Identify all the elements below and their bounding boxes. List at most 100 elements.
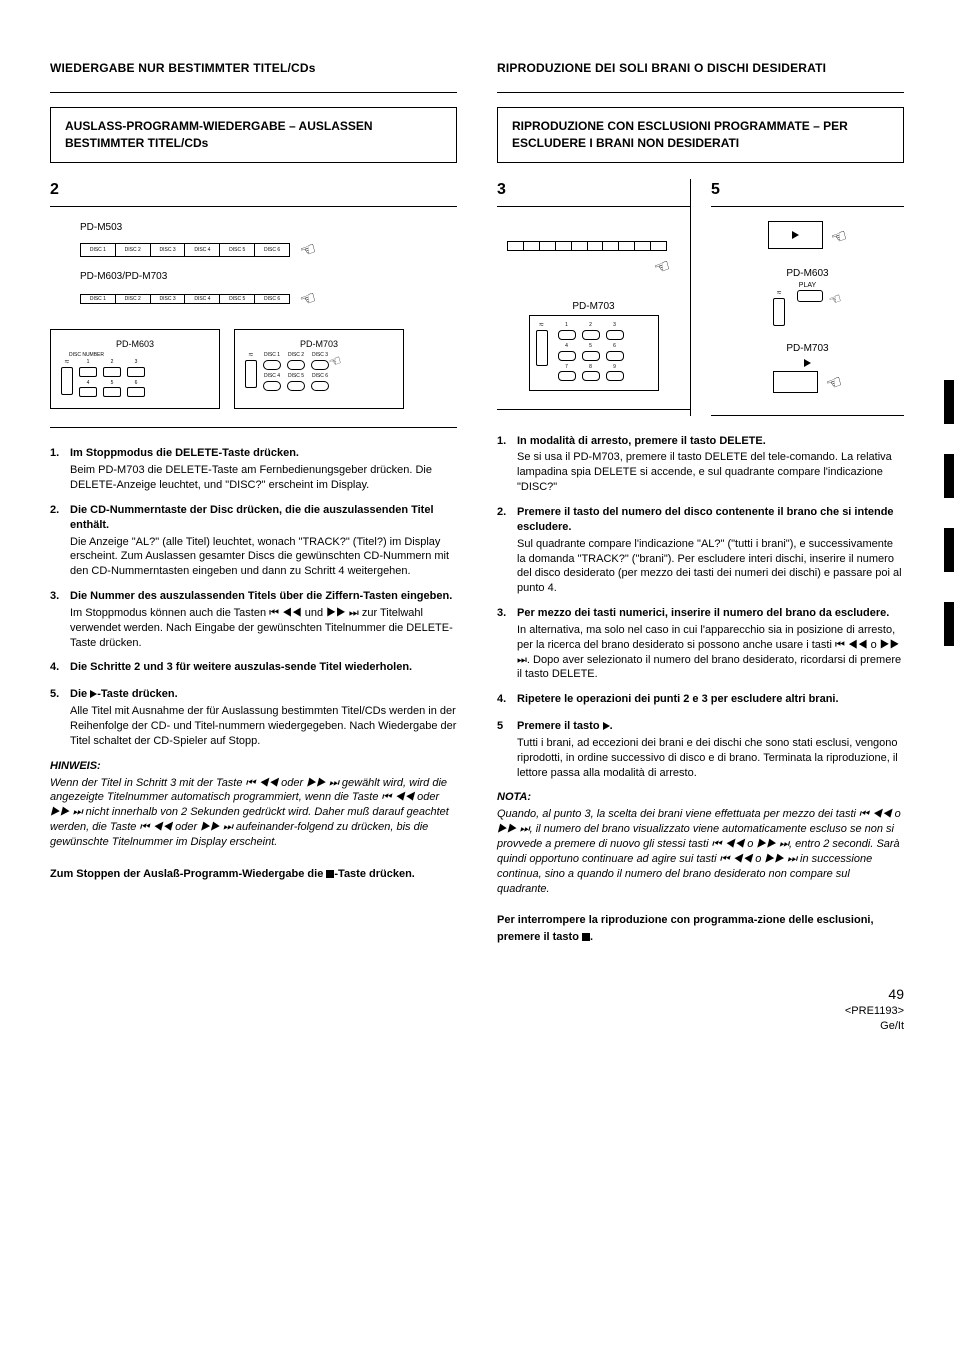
number-button-bar (507, 241, 667, 251)
divider (50, 92, 457, 93)
hand-pointer-icon: ☜ (296, 236, 319, 264)
right-column: RIPRODUZIONE DEI SOLI BRANI O DISCHI DES… (497, 60, 904, 945)
left-steps: 1. Im Stoppmodus die DELETE-Taste drücke… (50, 446, 457, 748)
right-steps: 1. In modalità di arresto, premere il ta… (497, 434, 904, 781)
step-heading: Die -Taste drücken. (70, 687, 457, 702)
pad-label: PD-M603 (61, 338, 209, 350)
play-button (797, 290, 823, 302)
stop-icon (326, 870, 334, 878)
step-number-2: 2 (50, 179, 457, 201)
step-item: 3. Per mezzo dei tasti numerici, inserir… (497, 606, 904, 682)
page-footer: 49 <PRE1193> Ge/It (50, 985, 904, 1034)
step-text: Beim PD-M703 die DELETE-Taste am Fernbed… (70, 463, 457, 493)
remote-icon: ≈ (536, 322, 548, 366)
hand-pointer-icon: ☜ (650, 253, 673, 281)
step-heading: In modalità di arresto, premere il tasto… (517, 434, 904, 449)
play-icon (90, 690, 97, 698)
panel-step-2: 2 PD-M503 DISC 1DISC 2DISC 3DISC 4DISC 5… (50, 179, 457, 429)
play-button-box (773, 371, 818, 393)
play-icon (603, 722, 610, 730)
step-number: 2. (50, 503, 64, 579)
right-section-box: RIPRODUZIONE CON ESCLUSIONI PROGRAMMATE … (497, 107, 904, 163)
step-number: 3. (497, 606, 511, 682)
step-item: 3. Die Nummer des auszulassenden Titels … (50, 589, 457, 650)
play-button-box (768, 221, 823, 249)
play-label: PLAY (711, 281, 904, 290)
step-number: 1. (50, 446, 64, 493)
hand-pointer-icon: ☜ (296, 285, 319, 313)
button-pad-m603: PD-M603 DISC NUMBER ≈ 123 456 (50, 329, 220, 409)
closing-text: Per interrompere la riproduzione con pro… (497, 912, 904, 945)
divider (497, 206, 690, 207)
remote-icon: ≈ (773, 290, 785, 326)
step-text: Die Anzeige "AL?" (alle Titel) leuchtet,… (70, 535, 457, 580)
left-box-title: AUSLASS-PROGRAMM-WIEDERGABE – AUSLASSEN … (65, 118, 442, 152)
step-text: Tutti i brani, ad eccezioni dei brani e … (517, 736, 904, 781)
left-column: WIEDERGABE NUR BESTIMMTER TITEL/CDs AUSL… (50, 60, 457, 945)
doc-code: <PRE1193> (50, 1004, 904, 1019)
hand-pointer-icon: ☜ (826, 289, 844, 311)
play-icon (792, 231, 799, 239)
step-text: Im Stoppmodus können auch die Tasten ⏮ ◀… (70, 606, 457, 651)
step-number: 5 (497, 719, 511, 780)
step-item: 1. In modalità di arresto, premere il ta… (497, 434, 904, 495)
step-number: 5. (50, 687, 64, 748)
step-text: Alle Titel mit Ausnahme der für Auslassu… (70, 704, 457, 749)
divider (711, 206, 904, 207)
remote-icon: ≈ (245, 352, 257, 388)
step-text: In alternativa, ma solo nel caso in cui … (517, 623, 904, 682)
step-heading: Die Nummer des auszulassenden Titels übe… (70, 589, 457, 604)
hand-pointer-icon: ☜ (827, 223, 850, 251)
lang-code: Ge/It (50, 1019, 904, 1034)
pad-label: PD-M703 (245, 338, 393, 350)
model-label: PD-M603/PD-M703 (80, 270, 457, 284)
divider (50, 206, 457, 207)
step-item: 2. Die CD-Nummerntaste der Disc drücken,… (50, 503, 457, 579)
step-item: 5. Die -Taste drücken. Alle Titel mit Au… (50, 687, 457, 748)
step-item: 2. Premere il tasto del numero del disco… (497, 505, 904, 596)
step-text: Sul quadrante compare l'indicazione "AL?… (517, 537, 904, 596)
note-label: HINWEIS: (50, 759, 457, 774)
model-label: PD-M703 (497, 300, 690, 314)
panel-step-3: 3 ☜ PD-M703 ≈ (497, 179, 690, 416)
remote-number-pad: ≈ 123 456 789 (529, 315, 659, 391)
disc-button-bar: DISC 1DISC 2DISC 3DISC 4DISC 5DISC 6 (80, 294, 290, 304)
step-number: 4. (50, 660, 64, 677)
button-pad-m703: PD-M703 ≈ DISC 1DISC 2DISC 3 DISC 4DISC … (234, 329, 404, 409)
stop-icon (582, 933, 590, 941)
step-heading: Ripetere le operazioni dei punti 2 e 3 p… (517, 692, 904, 707)
divider (497, 92, 904, 93)
left-page-title: WIEDERGABE NUR BESTIMMTER TITEL/CDs (50, 60, 457, 76)
pad-sublabel: DISC NUMBER (69, 352, 209, 359)
closing-text: Zum Stoppen der Auslaß-Programm-Wiederga… (50, 866, 457, 883)
disc-button-bar: DISC 1DISC 2DISC 3DISC 4DISC 5DISC 6 (80, 243, 290, 257)
step-number: 1. (497, 434, 511, 495)
step-item: 5 Premere il tasto . Tutti i brani, ad e… (497, 719, 904, 780)
step-number: 4. (497, 692, 511, 709)
model-label: PD-M603 (711, 267, 904, 281)
divider (711, 415, 904, 416)
step-text: Se si usa il PD-M703, premere il tasto D… (517, 450, 904, 495)
right-page-title: RIPRODUZIONE DEI SOLI BRANI O DISCHI DES… (497, 60, 904, 76)
left-section-box: AUSLASS-PROGRAMM-WIEDERGABE – AUSLASSEN … (50, 107, 457, 163)
step-heading: Im Stoppmodus die DELETE-Taste drücken. (70, 446, 457, 461)
note-text: Wenn der Titel in Schritt 3 mit der Tast… (50, 776, 457, 850)
note-text: Quando, al punto 3, la scelta dei brani … (497, 807, 904, 896)
divider (497, 409, 690, 410)
play-icon (804, 359, 811, 367)
note-label: NOTA: (497, 790, 904, 805)
step-number: 3. (50, 589, 64, 650)
page-number: 49 (50, 985, 904, 1004)
step-item: 4. Die Schritte 2 und 3 für weitere ausz… (50, 660, 457, 677)
step-number-5: 5 (711, 179, 904, 201)
step-item: 4. Ripetere le operazioni dei punti 2 e … (497, 692, 904, 709)
step-heading: Die CD-Nummerntaste der Disc drücken, di… (70, 503, 457, 533)
step-heading: Premere il tasto del numero del disco co… (517, 505, 904, 535)
model-label: PD-M703 (711, 342, 904, 356)
step-heading: Die Schritte 2 und 3 für weitere auszula… (70, 660, 457, 675)
step-number: 2. (497, 505, 511, 596)
panels-3-5: 3 ☜ PD-M703 ≈ (497, 179, 904, 416)
step-item: 1. Im Stoppmodus die DELETE-Taste drücke… (50, 446, 457, 493)
step-heading: Per mezzo dei tasti numerici, inserire i… (517, 606, 904, 621)
step-heading: Premere il tasto . (517, 719, 904, 734)
